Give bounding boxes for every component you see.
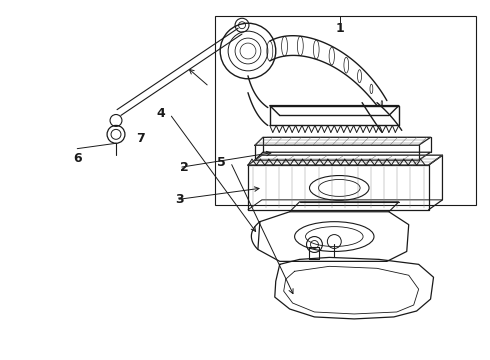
Bar xyxy=(215,16,476,205)
Text: 1: 1 xyxy=(336,22,344,35)
Text: 7: 7 xyxy=(136,132,145,145)
Text: 4: 4 xyxy=(156,107,165,120)
Text: 2: 2 xyxy=(180,161,189,174)
Text: 6: 6 xyxy=(73,152,81,165)
Text: 3: 3 xyxy=(175,193,184,206)
Text: 5: 5 xyxy=(217,156,225,168)
